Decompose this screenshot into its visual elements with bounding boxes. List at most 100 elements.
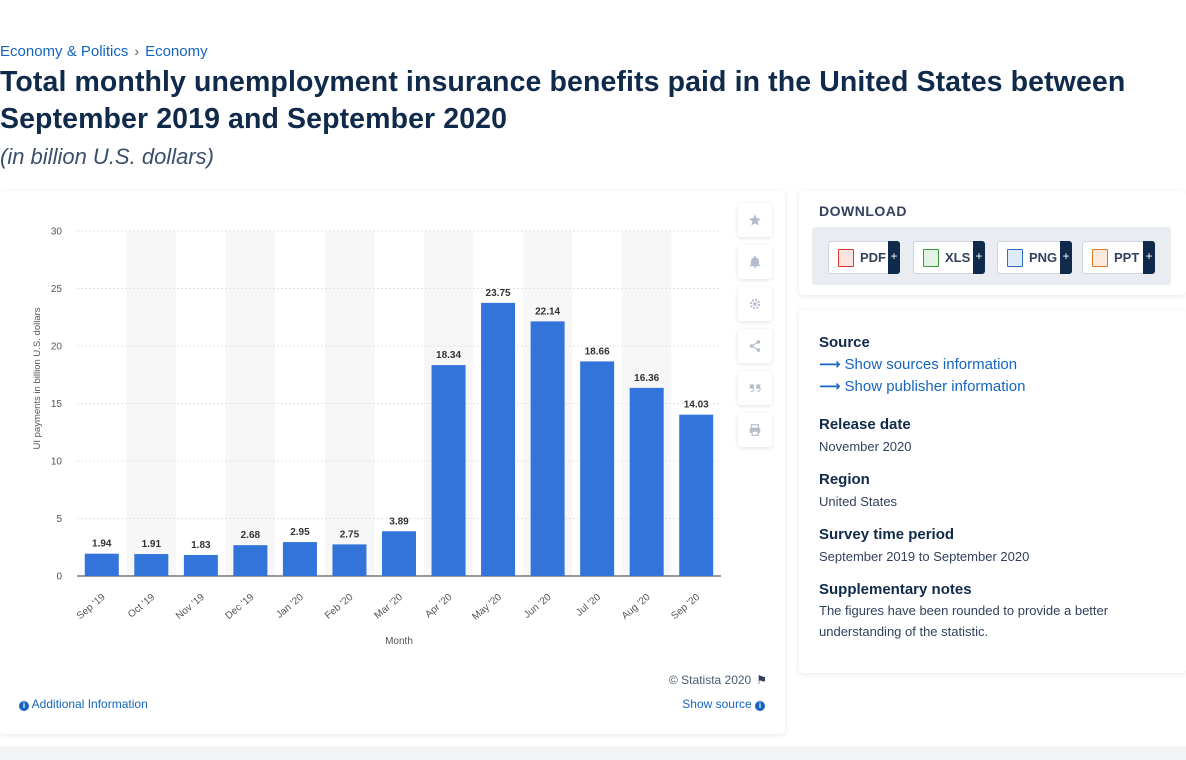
arrow-right-icon: ⟶ [819, 356, 841, 373]
bar [530, 321, 565, 576]
bar [84, 553, 119, 576]
download-xls-button[interactable]: XLS + [913, 241, 985, 274]
star-icon [749, 214, 761, 226]
page-title: Total monthly unemployment insurance ben… [0, 66, 1126, 135]
x-tick-label: Apr '20 [423, 592, 454, 621]
flag-icon[interactable]: ⚑ [756, 673, 767, 687]
xls-icon [923, 248, 939, 267]
download-png-plus[interactable]: + [1060, 241, 1072, 274]
statistic-info-panel: Source ⟶ Show sources information ⟶ Show p… [799, 310, 1186, 673]
survey-period-value: September 2019 to September 2020 [819, 549, 1030, 564]
download-xls-plus[interactable]: + [973, 241, 985, 274]
download-ppt-plus[interactable]: + [1143, 241, 1155, 274]
bar [134, 554, 169, 576]
data-label: 22.14 [535, 306, 560, 317]
info-icon: i [755, 701, 765, 711]
info-icon: i [19, 701, 29, 711]
x-tick-label: Dec '19 [224, 592, 257, 622]
arrow-right-icon: ⟶ [819, 378, 841, 395]
release-date-section: Release date November 2020 [819, 416, 912, 457]
chart-toolbar [738, 203, 772, 455]
supplementary-notes-section: Supplementary notes The figures have bee… [819, 581, 1159, 642]
share-icon [749, 340, 761, 352]
gear-icon [749, 298, 761, 310]
data-label: 18.66 [585, 346, 610, 357]
print-button[interactable] [738, 413, 772, 447]
data-label: 2.75 [340, 529, 360, 540]
y-tick-label: 20 [51, 342, 63, 353]
download-png-button[interactable]: PNG + [997, 241, 1072, 274]
chart-panel: 0 5 10 15 20 25 30 1.94 Sep '19 1.91 Oct '19 1.83 No… [0, 191, 785, 734]
bar [431, 365, 466, 576]
data-label: 16.36 [634, 373, 659, 384]
y-tick-label: 5 [56, 514, 62, 525]
bar [233, 545, 268, 576]
show-source-link[interactable]: Show source i [682, 697, 765, 711]
data-label: 18.34 [436, 350, 461, 361]
release-date-heading: Release date [819, 416, 911, 433]
download-png-label: PNG [1029, 250, 1058, 265]
download-ppt-label: PPT [1114, 250, 1140, 265]
settings-button[interactable] [738, 287, 772, 321]
ppt-icon [1092, 248, 1108, 267]
data-label: 1.83 [191, 540, 211, 551]
y-tick-label: 0 [56, 572, 62, 583]
y-axis-title: UI payments in billion U.S. dollars [32, 307, 43, 449]
download-ppt-button[interactable]: PPT + [1082, 241, 1155, 274]
source-section: Source ⟶ Show sources information ⟶ Show p… [819, 334, 1025, 395]
data-label: 23.75 [486, 288, 511, 299]
x-tick-label: Aug '20 [620, 592, 653, 622]
cite-button[interactable] [738, 371, 772, 405]
png-icon [1007, 248, 1023, 267]
x-tick-label: Mar '20 [373, 592, 406, 622]
data-label: 14.03 [684, 400, 709, 411]
share-button[interactable] [738, 329, 772, 363]
bar [679, 414, 714, 576]
download-pdf-plus[interactable]: + [888, 241, 900, 274]
bar [580, 361, 615, 576]
x-tick-label: Jul '20 [574, 592, 603, 619]
source-heading: Source [819, 334, 870, 351]
breadcrumb-item-economy[interactable]: Economy [145, 43, 208, 60]
chart-copyright: © Statista 2020 ⚑ [669, 673, 767, 687]
y-tick-label: 15 [51, 399, 63, 410]
bar [183, 554, 218, 576]
download-pdf-label: PDF [860, 250, 886, 265]
y-tick-label: 10 [51, 457, 63, 468]
show-sources-link[interactable]: ⟶ Show sources information [819, 355, 1025, 373]
data-label: 1.94 [92, 539, 112, 550]
x-tick-label: Jun '20 [522, 592, 554, 621]
bar-chart: 0 5 10 15 20 25 30 1.94 Sep '19 1.91 Oct '19 1.83 No… [32, 227, 721, 647]
show-publisher-link[interactable]: ⟶ Show publisher information [819, 377, 1025, 395]
x-axis-title: Month [385, 636, 413, 647]
page-subtitle: (in billion U.S. dollars) [0, 144, 214, 169]
x-tick-label: Feb '20 [323, 592, 356, 622]
additional-information-link[interactable]: i Additional Information [19, 697, 148, 711]
notification-button[interactable] [738, 245, 772, 279]
breadcrumb: Economy & Politics › Economy [0, 43, 208, 60]
pdf-icon [838, 248, 854, 267]
supplementary-notes-heading: Supplementary notes [819, 581, 972, 598]
download-title: DOWNLOAD [819, 203, 907, 219]
y-tick-label: 30 [51, 227, 63, 238]
data-label: 2.68 [241, 530, 261, 541]
x-tick-label: Oct '19 [126, 592, 157, 621]
quote-icon [749, 384, 761, 393]
bar [481, 302, 516, 576]
data-label: 2.95 [290, 527, 310, 538]
supplementary-notes-value: The figures have been rounded to provide… [819, 603, 1109, 639]
y-tick-label: 25 [51, 284, 63, 295]
data-label: 1.91 [142, 539, 162, 550]
x-tick-label: May '20 [470, 592, 504, 623]
region-heading: Region [819, 471, 870, 488]
page-bottom-strip [0, 746, 1186, 760]
download-pdf-button[interactable]: PDF + [828, 241, 900, 274]
show-source-label: Show source [682, 697, 752, 711]
breadcrumb-item-economy-politics[interactable]: Economy & Politics [0, 43, 129, 60]
bell-icon [749, 255, 761, 268]
favorite-button[interactable] [738, 203, 772, 237]
release-date-value: November 2020 [819, 439, 912, 454]
data-label: 3.89 [389, 516, 409, 527]
show-publisher-label: Show publisher information [844, 378, 1026, 395]
copyright-text: © Statista 2020 [669, 673, 752, 687]
